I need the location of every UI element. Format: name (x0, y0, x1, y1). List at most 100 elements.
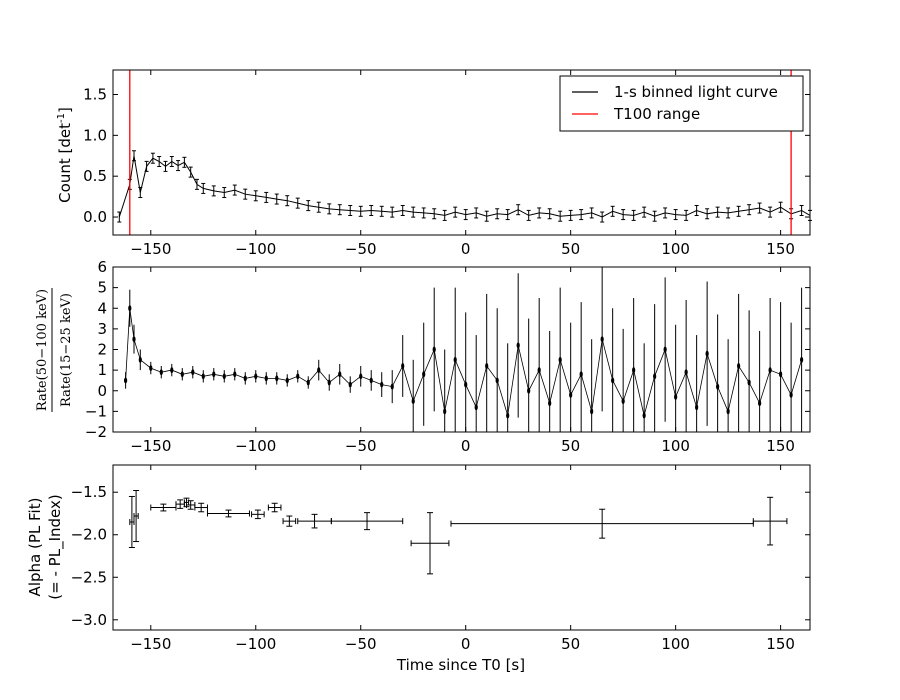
hardness-ratio-point (642, 412, 646, 419)
x-tick-label: −150 (130, 437, 171, 455)
hardness-ratio-point (149, 365, 153, 372)
hardness-ratio-point (779, 371, 783, 378)
hardness-ratio-point (132, 336, 136, 343)
panel-alpha: −150 −100 −50 0 50 100 150 −3.0 −2.5 −2.0 −1.5 Alp… (26, 464, 811, 674)
hardness-ratio-point (726, 408, 730, 415)
panel-hardness-ratio: −150 −100 −50 0 50 100 150 −2 −1 0 1 2 3 4 5 6 Rate(50−… (35, 258, 811, 455)
y-tick-label: 6 (97, 258, 107, 276)
hardness-ratio-point (369, 377, 373, 384)
hardness-ratio-point (537, 367, 541, 374)
hardness-ratio-point (233, 371, 237, 378)
hardness-ratio-point (569, 391, 573, 398)
y-tick-label: −2 (85, 423, 107, 441)
hardness-ratio-point (621, 398, 625, 405)
panel1-ticks: −150 −100 −50 0 50 100 150 0.0 0.5 1.0 1.5 (83, 70, 810, 258)
legend-box (559, 75, 804, 132)
hardness-ratio-point (380, 381, 384, 388)
legend: 1-s binned light curve T100 range (559, 75, 804, 132)
hardness-ratio-point (411, 398, 415, 405)
light-curve-marks (117, 70, 812, 235)
panel2-ylabel: Rate(50−100 keV) Rate(15−25 keV) (35, 288, 74, 412)
hardness-ratio-point (611, 377, 615, 384)
hardness-ratio-point (170, 367, 174, 374)
hardness-ratio-point (632, 367, 636, 374)
hardness-ratio-point (527, 387, 531, 394)
hardness-ratio-point (422, 371, 426, 378)
hardness-ratio-point (359, 373, 363, 380)
x-tick-label: −100 (235, 437, 276, 455)
x-tick-label: −150 (130, 635, 171, 653)
hardness-ratio-point (390, 383, 394, 390)
hardness-ratio-point (800, 356, 804, 363)
panel2-ylabel-denominator: Rate(15−25 keV) (59, 293, 74, 407)
hardness-ratio-point (653, 373, 657, 380)
y-tick-label: 1 (97, 361, 107, 379)
hardness-ratio-point (768, 367, 772, 374)
hardness-ratio-point (123, 377, 128, 384)
x-tick-label: 0 (461, 635, 471, 653)
hardness-ratio-point (222, 373, 226, 380)
hardness-ratio-point (663, 346, 667, 353)
hardness-ratio-point (348, 381, 352, 388)
hardness-ratio-point (464, 381, 468, 388)
hardness-ratio-point (684, 369, 688, 376)
hardness-ratio-point (138, 356, 142, 363)
legend-label-t100: T100 range (613, 105, 700, 123)
hardness-ratio-point (485, 363, 489, 369)
legend-label-light-curve: 1-s binned light curve (614, 83, 778, 101)
panel3-ylabel: Alpha (PL Fit) (= - PL_Index) (26, 494, 65, 599)
y-tick-label: 2 (97, 341, 107, 359)
panel2-ylabel-numerator: Rate(50−100 keV) (35, 289, 50, 411)
x-tick-label: 150 (766, 437, 795, 455)
hardness-ratio-point (495, 377, 499, 384)
x-tick-label: 100 (661, 635, 690, 653)
panel-light-curve: −150 −100 −50 0 50 100 150 0.0 0.5 1.0 1.5 Count [… (56, 69, 812, 258)
hardness-ratio-point (443, 408, 447, 415)
hardness-ratio-point (474, 404, 478, 411)
hardness-ratio-point (432, 346, 436, 353)
hardness-ratio-point (789, 391, 793, 398)
x-tick-label: 0 (461, 437, 471, 455)
panel2-frame (112, 266, 811, 433)
hardness-ratio-point (285, 377, 289, 384)
hardness-ratio-point (275, 375, 279, 382)
hardness-ratio-point (558, 356, 562, 363)
hardness-ratio-point (705, 350, 709, 357)
hardness-ratio-point (506, 412, 510, 419)
hardness-ratio-point (758, 400, 762, 407)
x-tick-label: −50 (345, 437, 377, 455)
hardness-ratio-point (159, 369, 163, 376)
y-tick-label: 4 (97, 299, 107, 317)
y-tick-label: −2.5 (71, 568, 107, 586)
y-tick-label: 1.5 (83, 86, 107, 104)
hardness-ratio-point (590, 408, 594, 415)
y-tick-label: 0.0 (83, 208, 107, 226)
hardness-ratio-point (306, 379, 310, 386)
x-tick-label: −100 (235, 635, 276, 653)
x-tick-label: 100 (661, 240, 690, 258)
hardness-ratio-point (737, 363, 741, 369)
x-tick-label: 150 (766, 635, 795, 653)
x-tick-label: −50 (345, 635, 377, 653)
y-tick-label: −1.5 (71, 483, 107, 501)
x-tick-label: 0 (461, 240, 471, 258)
hardness-ratio-point (264, 375, 268, 382)
hardness-ratio-point (296, 373, 300, 380)
hardness-ratio-point (317, 367, 321, 374)
x-tick-label: −50 (345, 240, 377, 258)
hardness-ratio-point (548, 400, 552, 407)
x-tick-label: −150 (130, 240, 171, 258)
hardness-ratio-line (125, 308, 802, 416)
panel3-frame (112, 464, 811, 631)
hardness-ratio-point (747, 379, 751, 386)
hardness-ratio-point (327, 379, 331, 386)
x-tick-label: 150 (766, 240, 795, 258)
y-tick-label: 0.5 (83, 167, 107, 185)
x-tick-label: 50 (561, 240, 580, 258)
hardness-ratio-point (128, 305, 132, 312)
hardness-ratio-point (600, 336, 604, 343)
x-tick-label: 50 (561, 635, 580, 653)
hardness-ratio-point (401, 363, 405, 369)
hardness-ratio-point (716, 383, 720, 390)
